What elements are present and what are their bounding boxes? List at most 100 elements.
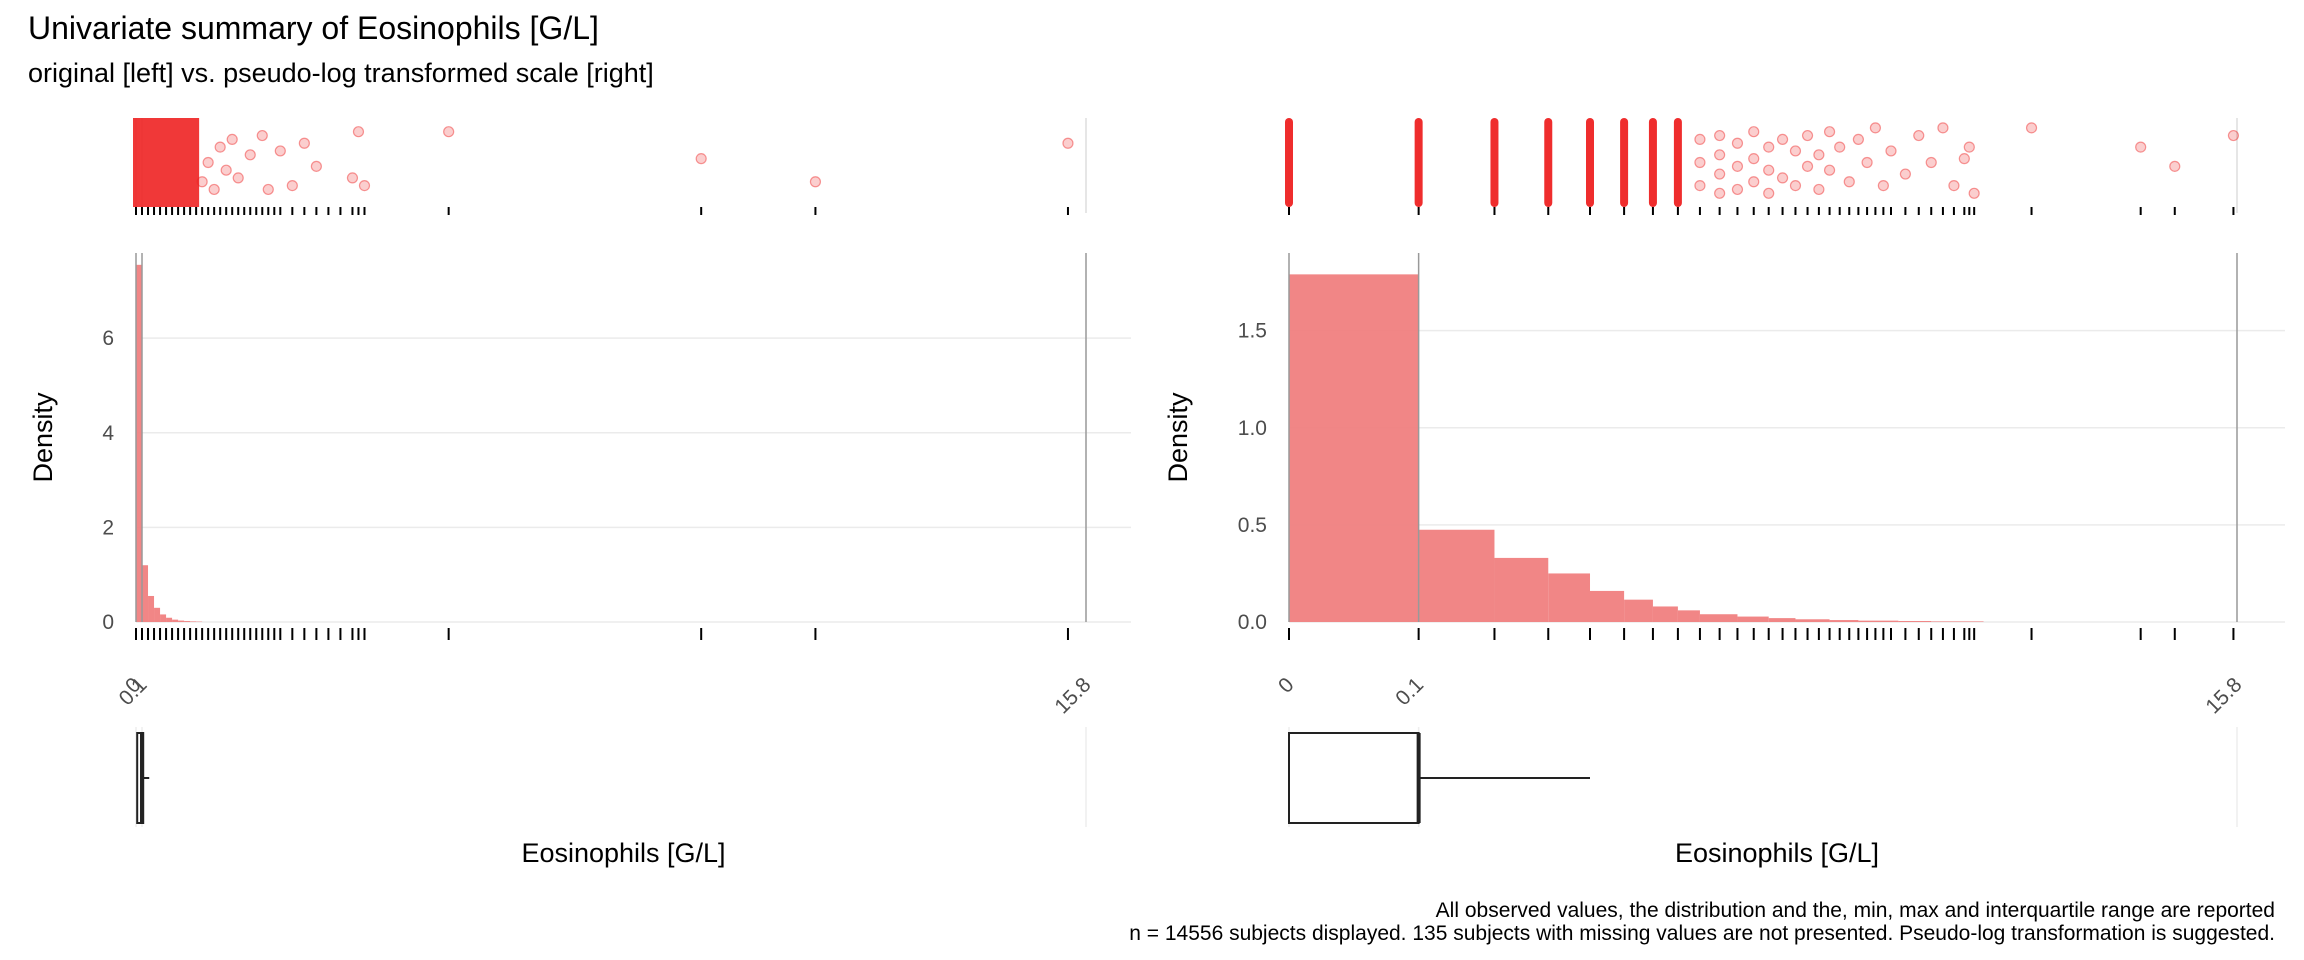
jitter-point xyxy=(1731,183,1744,196)
jitter-point xyxy=(1813,149,1825,161)
jitter-point xyxy=(256,129,268,142)
jitter-point xyxy=(1763,141,1775,153)
jitter-point xyxy=(208,183,220,196)
jitter-point xyxy=(1714,129,1726,142)
x-tick-label: 0.1 xyxy=(115,673,152,710)
histogram-bar xyxy=(148,595,155,622)
histogram-bar xyxy=(160,614,167,622)
jitter-point xyxy=(1694,180,1706,192)
chart-title: Univariate summary of Eosinophils [G/L] xyxy=(28,10,599,46)
histogram-bar xyxy=(184,621,191,622)
jitter-point xyxy=(286,180,298,192)
histogram-bar xyxy=(166,617,173,622)
caption-line-1: All observed values, the distribution an… xyxy=(1435,899,2275,922)
jitter-point xyxy=(1714,168,1726,180)
jitter-point xyxy=(1937,122,1949,134)
jitter-stripe xyxy=(1414,118,1423,207)
histogram-bar xyxy=(1494,557,1549,622)
x-tick-label: 0 xyxy=(1274,673,1299,698)
jitter-stripe xyxy=(1285,118,1293,207)
y-tick-label: 1.5 xyxy=(1238,320,1267,343)
jitter-point xyxy=(346,172,359,184)
jitter-point xyxy=(202,156,214,169)
jitter-point xyxy=(1843,176,1855,188)
jitter-point xyxy=(1776,172,1789,184)
jitter-point xyxy=(214,141,226,153)
jitter-point xyxy=(1714,149,1726,161)
jitter-point xyxy=(1899,168,1911,180)
y-axis-label: Density xyxy=(1163,392,1193,483)
caption-line-2: n = 14556 subjects displayed. 135 subjec… xyxy=(1129,922,2275,945)
jitter-point xyxy=(1823,126,1836,138)
jitter-stripe xyxy=(1648,118,1657,207)
jitter-point xyxy=(1801,160,1814,172)
jitter-point xyxy=(1748,153,1760,165)
jitter-point xyxy=(1731,137,1744,149)
jitter-point xyxy=(695,153,707,165)
jitter-point xyxy=(1877,180,1889,192)
jitter-point xyxy=(1748,126,1760,138)
jitter-point xyxy=(274,145,286,157)
jitter-point xyxy=(1963,141,1975,153)
histogram-bar xyxy=(1858,620,1899,622)
y-tick-label: 6 xyxy=(102,327,114,350)
x-tick-label: 0.1 xyxy=(1391,673,1428,710)
x-axis-label-original: Eosinophils [G/L] xyxy=(521,838,726,868)
histogram-bar xyxy=(1624,599,1653,622)
jitter-stripe xyxy=(1620,118,1629,207)
jitter-point xyxy=(1801,129,1814,142)
y-axis-label: Density xyxy=(28,392,58,483)
jitter-point xyxy=(1852,133,1864,145)
histogram-bar xyxy=(1699,614,1738,622)
jitter-point xyxy=(226,133,238,145)
y-tick-label: 0.0 xyxy=(1238,611,1267,634)
jitter-point xyxy=(1731,160,1744,172)
jitter-point xyxy=(244,149,256,161)
jitter-point xyxy=(232,172,244,184)
jitter-point xyxy=(1885,145,1897,157)
jitter-point xyxy=(2169,160,2181,172)
histogram-bar xyxy=(154,607,161,622)
jitter-point xyxy=(1968,187,1980,199)
x-axis-label-pseudo-log: Eosinophils [G/L] xyxy=(1674,838,1880,868)
boxplot-box xyxy=(1288,732,1420,824)
y-tick-label: 1.0 xyxy=(1238,417,1267,440)
histogram-bar xyxy=(1795,619,1830,622)
histogram-bar xyxy=(190,621,197,622)
histogram-bar xyxy=(1418,529,1495,622)
jitter-stripe xyxy=(1544,118,1553,207)
histogram-bar xyxy=(1652,606,1678,622)
jitter-point xyxy=(1748,176,1760,188)
jitter-point xyxy=(262,183,274,196)
jitter-point xyxy=(1789,145,1802,157)
jitter-point xyxy=(2135,141,2147,153)
jitter-point xyxy=(358,180,371,192)
jitter-stripe xyxy=(1490,118,1499,207)
jitter-point xyxy=(2227,129,2240,142)
jitter-point xyxy=(1861,156,1873,169)
jitter-point xyxy=(1763,187,1775,199)
histogram-bar xyxy=(178,620,185,622)
jitter-point xyxy=(2025,122,2038,134)
histogram-bar xyxy=(1931,621,1984,622)
jitter-stripe xyxy=(1586,118,1595,207)
jitter-point xyxy=(298,137,310,149)
histogram-bar xyxy=(1768,618,1796,622)
y-tick-label: 0 xyxy=(102,611,114,634)
jitter-point xyxy=(1694,156,1706,169)
jitter-point xyxy=(220,164,232,176)
panel-pseudo-log: 0.0 0.5 1.0 1.5 Density 0 0.1 15.8 xyxy=(1163,118,2285,827)
histogram-bar xyxy=(142,565,149,622)
jitter-point xyxy=(196,176,208,188)
histogram-bar xyxy=(1590,590,1625,622)
jitter-point xyxy=(1763,164,1775,176)
jitter-point xyxy=(1062,137,1074,149)
chart-subtitle: original [left] vs. pseudo-log transform… xyxy=(28,58,654,88)
histogram-bar xyxy=(1677,610,1700,622)
histogram-bar xyxy=(1548,573,1591,622)
jitter-stripe xyxy=(1673,118,1682,207)
jitter-point xyxy=(1869,122,1882,134)
histogram-bar xyxy=(1289,274,1419,622)
